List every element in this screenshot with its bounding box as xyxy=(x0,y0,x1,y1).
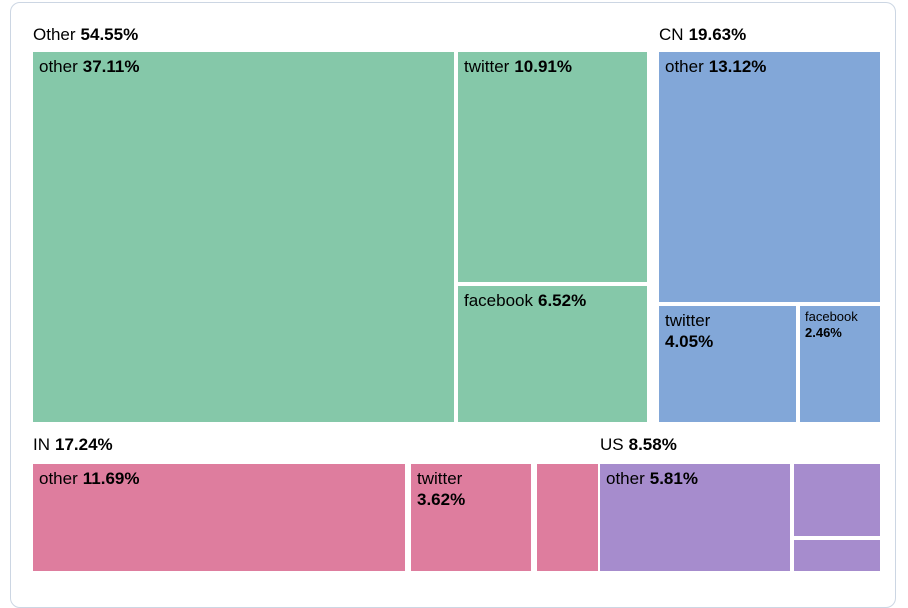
cell-label: twitter 10.91% xyxy=(458,52,647,82)
cell-cn-twitter[interactable]: twitter 4.05% xyxy=(659,306,796,422)
cell-name: facebook xyxy=(805,309,858,324)
cell-value: 11.69% xyxy=(82,469,140,488)
cell-value: 2.46% xyxy=(805,325,842,340)
cell-name: facebook xyxy=(464,291,533,310)
group-name: CN xyxy=(659,25,684,44)
cell-label: facebook 2.46% xyxy=(800,306,880,344)
cell-value: 6.52% xyxy=(538,291,587,310)
cell-name: twitter xyxy=(464,57,510,76)
cell-label: other 11.69% xyxy=(33,464,405,494)
cell-in-other[interactable]: other 11.69% xyxy=(33,464,405,571)
group-label-us: US 8.58% xyxy=(600,435,677,455)
cell-in-twitter[interactable]: twitter 3.62% xyxy=(411,464,531,571)
cell-us-facebook[interactable] xyxy=(794,540,880,571)
cell-value: 37.11% xyxy=(82,57,140,76)
cell-name: other xyxy=(39,469,78,488)
group-label-cn: CN 19.63% xyxy=(659,25,746,45)
group-value: 19.63% xyxy=(688,25,747,44)
group-value: 8.58% xyxy=(628,435,677,454)
cell-label: twitter 3.62% xyxy=(411,464,531,514)
cell-name: other xyxy=(39,57,78,76)
cell-cn-other[interactable]: other 13.12% xyxy=(659,52,880,302)
cell-label: other 5.81% xyxy=(600,464,790,494)
cell-value: 13.12% xyxy=(708,57,767,76)
cell-other-twitter[interactable]: twitter 10.91% xyxy=(458,52,647,282)
cell-us-other[interactable]: other 5.81% xyxy=(600,464,790,571)
cell-other-facebook[interactable]: facebook 6.52% xyxy=(458,286,647,422)
cell-cn-facebook[interactable]: facebook 2.46% xyxy=(800,306,880,422)
group-value: 54.55% xyxy=(80,25,139,44)
cell-label: other 37.11% xyxy=(33,52,454,82)
cell-label: twitter 4.05% xyxy=(659,306,796,356)
group-value: 17.24% xyxy=(55,435,113,454)
cell-name: other xyxy=(606,469,645,488)
group-name: US xyxy=(600,435,624,454)
cell-value: 5.81% xyxy=(649,469,698,488)
cell-label: other 13.12% xyxy=(659,52,880,82)
cell-name: other xyxy=(665,57,704,76)
cell-value: 3.62% xyxy=(417,490,466,509)
group-label-in: IN 17.24% xyxy=(33,435,113,455)
cell-name: twitter xyxy=(417,469,463,488)
cell-other-other[interactable]: other 37.11% xyxy=(33,52,454,422)
group-label-other: Other 54.55% xyxy=(33,25,138,45)
cell-value: 4.05% xyxy=(665,332,714,351)
group-name: IN xyxy=(33,435,50,454)
cell-value: 10.91% xyxy=(514,57,573,76)
cell-label: facebook 6.52% xyxy=(458,286,647,316)
cell-in-facebook[interactable] xyxy=(537,464,598,571)
group-name: Other xyxy=(33,25,76,44)
cell-name: twitter xyxy=(665,311,711,330)
cell-us-twitter[interactable] xyxy=(794,464,880,536)
